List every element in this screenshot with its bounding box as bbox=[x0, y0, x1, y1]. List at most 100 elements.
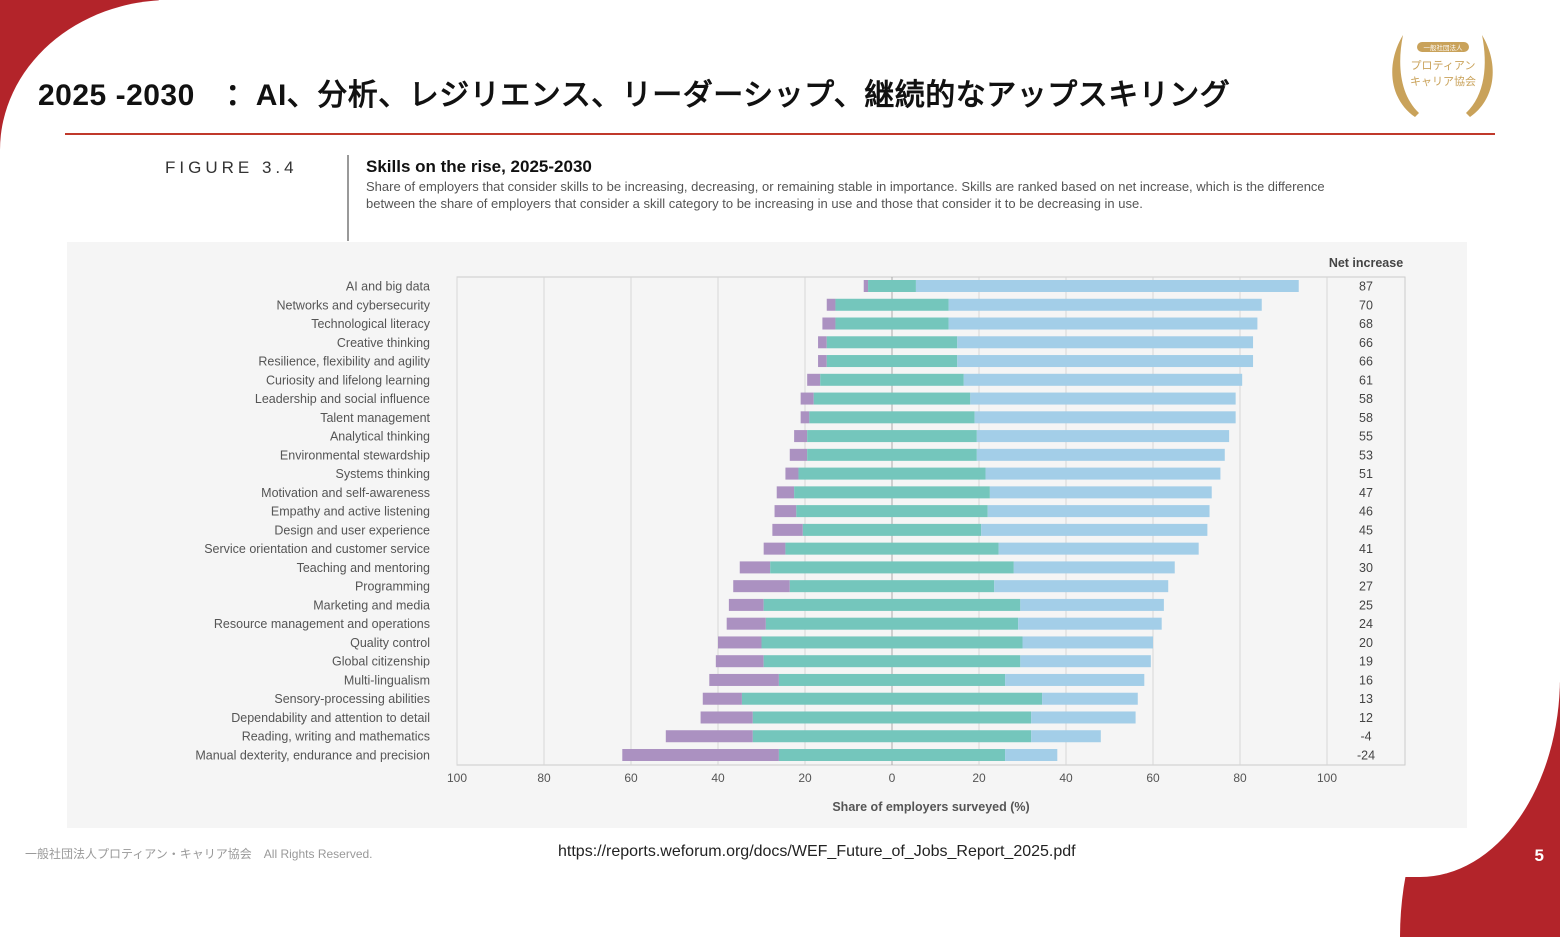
x-axis-title: Share of employers surveyed (%) bbox=[832, 800, 1029, 814]
stable-bar bbox=[798, 467, 986, 480]
figure-divider bbox=[347, 155, 349, 241]
increasing-bar bbox=[976, 448, 1225, 461]
decreasing-bar bbox=[763, 542, 786, 555]
increasing-bar bbox=[985, 467, 1221, 480]
x-tick-label: 100 bbox=[1317, 771, 1337, 785]
category-label: Environmental stewardship bbox=[280, 448, 430, 462]
decreasing-bar bbox=[789, 448, 808, 461]
increasing-bar bbox=[1005, 749, 1058, 761]
category-label: Design and user experience bbox=[274, 523, 430, 537]
decreasing-bar bbox=[700, 711, 753, 724]
decreasing-bar bbox=[622, 749, 779, 761]
category-label: Talent management bbox=[320, 411, 430, 425]
copyright: 一般社団法人プロティアン・キャリア協会 All Rights Reserved. bbox=[25, 847, 373, 861]
stable-bar bbox=[778, 673, 1006, 686]
increasing-bar bbox=[1031, 711, 1136, 724]
net-increase-value: -24 bbox=[1357, 749, 1375, 763]
x-tick-label: 80 bbox=[537, 771, 551, 785]
increasing-bar bbox=[915, 280, 1299, 292]
increasing-bar bbox=[1018, 617, 1162, 630]
increasing-bar bbox=[1031, 730, 1101, 743]
increasing-bar bbox=[948, 298, 1262, 311]
increasing-bar bbox=[998, 542, 1199, 555]
figure-label: FIGURE 3.4 bbox=[165, 158, 298, 177]
increasing-bar bbox=[1013, 561, 1175, 574]
net-increase-value: 30 bbox=[1359, 561, 1373, 575]
category-label: Sensory-processing abilities bbox=[274, 692, 430, 706]
stable-bar bbox=[741, 692, 1043, 705]
net-increase-value: 47 bbox=[1359, 486, 1373, 500]
decreasing-bar bbox=[800, 392, 814, 405]
net-increase-value: 46 bbox=[1359, 505, 1373, 519]
x-tick-label: 40 bbox=[1059, 771, 1073, 785]
category-label: Global citizenship bbox=[332, 655, 430, 669]
plot-frame bbox=[456, 276, 1406, 766]
decreasing-bar bbox=[774, 505, 797, 518]
category-label: Marketing and media bbox=[313, 598, 430, 612]
category-label: Dependability and attention to detail bbox=[231, 711, 430, 725]
logo-text: 一般社団法人 bbox=[1424, 43, 1464, 52]
stable-bar bbox=[802, 523, 982, 536]
net-increase-value: 58 bbox=[1359, 392, 1373, 406]
category-label: AI and big data bbox=[346, 280, 430, 294]
stable-bar bbox=[761, 636, 1023, 649]
x-tick-label: 60 bbox=[1146, 771, 1160, 785]
stable-bar bbox=[763, 598, 1021, 611]
increasing-bar bbox=[1020, 655, 1151, 668]
decreasing-bar bbox=[785, 467, 799, 480]
x-tick-label: 100 bbox=[447, 771, 467, 785]
x-tick-label: 40 bbox=[711, 771, 725, 785]
category-label: Leadership and social influence bbox=[255, 392, 430, 406]
increasing-bar bbox=[1022, 636, 1153, 649]
stable-bar bbox=[807, 430, 977, 443]
stable-bar bbox=[796, 505, 988, 518]
decreasing-bar bbox=[818, 336, 827, 349]
net-increase-value: 51 bbox=[1359, 467, 1373, 481]
category-label: Resilience, flexibility and agility bbox=[258, 355, 430, 369]
stable-bar bbox=[807, 448, 977, 461]
source-url[interactable]: https://reports.weforum.org/docs/WEF_Fut… bbox=[558, 843, 1076, 860]
increasing-bar bbox=[1020, 598, 1164, 611]
net-increase-value: 87 bbox=[1359, 280, 1373, 294]
x-tick-label: 80 bbox=[1233, 771, 1247, 785]
increasing-bar bbox=[974, 411, 1236, 424]
figure-description: Share of employers that consider skills … bbox=[366, 179, 1325, 211]
net-increase-value: 13 bbox=[1359, 692, 1373, 706]
logo-text: プロティアン bbox=[1411, 59, 1476, 72]
category-label: Multi-lingualism bbox=[344, 673, 430, 687]
net-increase-value: 41 bbox=[1359, 542, 1373, 556]
stable-bar bbox=[763, 655, 1021, 668]
stable-bar bbox=[835, 298, 949, 311]
category-label: Resource management and operations bbox=[214, 617, 430, 631]
category-label: Curiosity and lifelong learning bbox=[266, 373, 430, 387]
logo-text: キャリア協会 bbox=[1410, 75, 1476, 88]
category-label: Networks and cybersecurity bbox=[276, 298, 430, 312]
increasing-bar bbox=[994, 580, 1169, 593]
decreasing-bar bbox=[818, 355, 827, 368]
net-increase-value: 53 bbox=[1359, 448, 1373, 462]
stable-bar bbox=[789, 580, 995, 593]
category-label: Quality control bbox=[350, 636, 430, 650]
net-increase-value: 16 bbox=[1359, 673, 1373, 687]
net-increase-value: 27 bbox=[1359, 580, 1373, 594]
stable-bar bbox=[794, 486, 990, 499]
net-increase-value: 20 bbox=[1359, 636, 1373, 650]
slide-title: 2025 -2030 ：AI、分析、レジリエンス、リーダーシップ、継続的なアップ… bbox=[38, 79, 1231, 112]
stable-bar bbox=[820, 373, 964, 386]
increasing-bar bbox=[1042, 692, 1138, 705]
category-label: Creative thinking bbox=[337, 336, 430, 350]
decreasing-bar bbox=[772, 523, 803, 536]
category-label: Empathy and active listening bbox=[271, 505, 430, 519]
category-label: Programming bbox=[355, 580, 430, 594]
stable-bar bbox=[868, 280, 916, 292]
stable-bar bbox=[826, 336, 958, 349]
category-label: Reading, writing and mathematics bbox=[242, 730, 430, 744]
decreasing-bar bbox=[739, 561, 771, 574]
decreasing-bar bbox=[826, 298, 836, 311]
skills-chart: 100 80 60 40 20 0 20 40 60 80 100 Share of employer… bbox=[195, 256, 1406, 814]
increasing-bar bbox=[963, 373, 1243, 386]
category-label: Systems thinking bbox=[336, 467, 431, 481]
net-increase-value: 55 bbox=[1359, 430, 1373, 444]
net-increase-value: 66 bbox=[1359, 355, 1373, 369]
decreasing-bar bbox=[807, 373, 821, 386]
